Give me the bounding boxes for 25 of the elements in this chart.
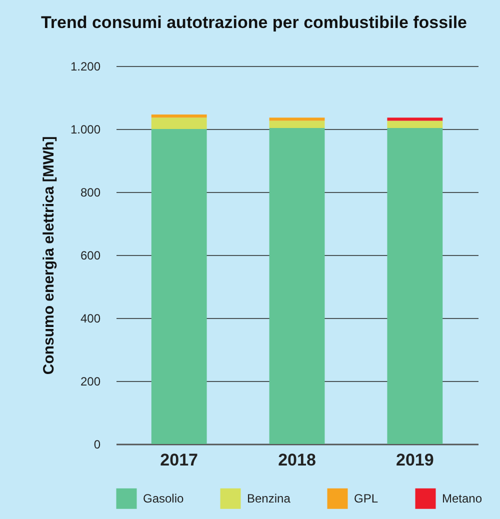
x-tick-label: 2019	[396, 450, 434, 470]
bar	[151, 129, 207, 444]
bar	[269, 128, 325, 444]
bar	[269, 120, 325, 128]
bar	[269, 118, 325, 121]
chart-title: Trend consumi autotrazione per combustibile fossile	[40, 13, 467, 32]
bar	[151, 114, 207, 118]
y-tick-label: 600	[80, 248, 101, 262]
y-tick-label: 1.200	[70, 60, 101, 74]
legend-label: Benzina	[247, 492, 291, 506]
bar	[387, 120, 443, 128]
x-tick-label: 2018	[278, 450, 316, 470]
y-axis-title: Consumo energia elettrica [MWh]	[40, 136, 58, 375]
y-tick-label: 400	[80, 312, 101, 326]
x-tick-label: 2017	[160, 450, 198, 470]
bar	[387, 128, 443, 444]
bar	[151, 118, 207, 129]
y-tick-label: 800	[80, 186, 101, 200]
bar	[387, 118, 443, 121]
legend-label: Gasolio	[143, 492, 184, 506]
y-tick-label: 0	[94, 438, 101, 452]
y-tick-label: 200	[80, 374, 101, 388]
legend-label: Metano	[442, 492, 482, 506]
y-tick-label: 1.000	[70, 122, 101, 136]
legend-label: GPL	[354, 492, 378, 506]
